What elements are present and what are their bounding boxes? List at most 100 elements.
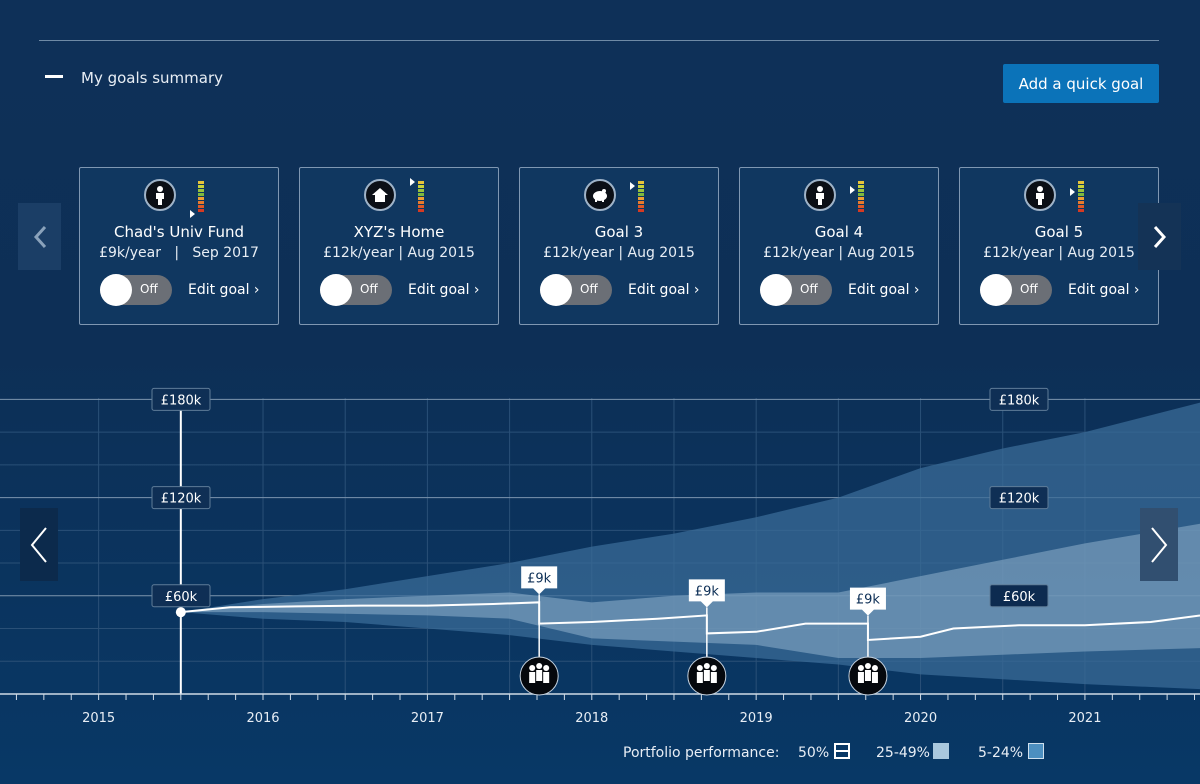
toggle-state: Off <box>140 282 158 296</box>
goal-detail: £12k/year | Aug 2015 <box>543 245 695 261</box>
family-member-head <box>871 665 878 671</box>
risk-marker-icon <box>850 186 855 194</box>
meter-segment <box>1078 205 1084 208</box>
x-tick-label: 2015 <box>82 711 115 724</box>
toggle-knob <box>540 274 572 306</box>
legend-title: Portfolio performance: <box>623 745 780 761</box>
band-25-49 <box>180 523 1200 658</box>
meter-segment <box>638 201 644 204</box>
collapse-icon[interactable] <box>45 75 63 78</box>
meter-segment <box>1078 209 1084 212</box>
family-member-body <box>696 672 703 683</box>
meter-segment <box>1078 189 1084 192</box>
family-member-body <box>536 670 543 681</box>
risk-marker-icon <box>410 178 415 186</box>
risk-meter <box>418 181 424 215</box>
legend-label-5-24: 5-24% <box>978 745 1024 761</box>
family-member-head <box>536 663 543 669</box>
goal-name: Goal 5 <box>1034 223 1084 241</box>
cards-prev-button[interactable] <box>18 203 61 270</box>
risk-meter <box>198 181 204 215</box>
x-tick-label: 2018 <box>575 711 608 724</box>
family-member-head <box>696 665 703 671</box>
meter-segment <box>418 201 424 204</box>
family-member-body <box>529 672 536 683</box>
risk-meter <box>1078 181 1084 215</box>
withdrawal-label: £9k <box>856 593 881 608</box>
meter-segment <box>858 189 864 192</box>
goal-toggle[interactable]: Off <box>760 274 832 306</box>
toggle-state: Off <box>1020 282 1038 296</box>
meter-segment <box>198 201 204 204</box>
edit-goal-link[interactable]: Edit goal › <box>188 282 260 298</box>
meter-segment <box>418 205 424 208</box>
meter-segment <box>198 185 204 188</box>
edit-goal-link[interactable]: Edit goal › <box>628 282 700 298</box>
withdrawal-callout <box>849 587 886 616</box>
meter-segment <box>858 193 864 196</box>
edit-goal-link[interactable]: Edit goal › <box>848 282 920 298</box>
meter-segment <box>1078 197 1084 200</box>
person-icon <box>144 179 176 211</box>
chevron-left-icon <box>33 225 46 248</box>
goal-toggle[interactable]: Off <box>980 274 1052 306</box>
meter-segment <box>198 209 204 212</box>
meter-segment <box>418 209 424 212</box>
meter-segment <box>858 197 864 200</box>
meter-segment <box>1078 201 1084 204</box>
goal-name: Goal 4 <box>814 223 864 241</box>
edit-goal-link[interactable]: Edit goal › <box>1068 282 1140 298</box>
meter-segment <box>638 205 644 208</box>
chevron-left-icon <box>30 526 47 563</box>
meter-segment <box>1078 181 1084 184</box>
goal-toggle[interactable]: Off <box>100 274 172 306</box>
x-tick-label: 2020 <box>904 711 937 724</box>
risk-marker-icon <box>630 182 635 190</box>
meter-segment <box>638 189 644 192</box>
toggle-state: Off <box>580 282 598 296</box>
projection-chart: 2015 2016 2017 2018 2019 2020 2021 £180k £180k £1… <box>0 387 1200 724</box>
edit-goal-link[interactable]: Edit goal › <box>408 282 480 298</box>
add-quick-goal-button[interactable]: Add a quick goal <box>1003 64 1159 103</box>
meter-segment <box>858 201 864 204</box>
meter-segment <box>638 185 644 188</box>
goal-card: Goal 3 £12k/year | Aug 2015 Off Edit goal › <box>519 167 719 325</box>
family-member-body <box>864 670 871 681</box>
goal-name: Goal 3 <box>594 223 644 241</box>
legend-label-25-49: 25-49% <box>876 745 930 761</box>
family-member-body <box>543 672 550 683</box>
chevron-right-icon <box>1151 526 1168 563</box>
chart-next-button[interactable] <box>1140 508 1178 581</box>
toggle-knob <box>980 274 1012 306</box>
risk-marker-icon <box>1070 188 1075 196</box>
goal-detail: £12k/year | Aug 2015 <box>983 245 1135 261</box>
withdrawal-callout <box>688 579 725 608</box>
meter-segment <box>1078 193 1084 196</box>
meter-segment <box>418 193 424 196</box>
meter-segment <box>418 181 424 184</box>
meter-segment <box>858 181 864 184</box>
family-member-head <box>543 665 550 671</box>
goal-detail: £9k/year | Sep 2017 <box>99 245 259 261</box>
cards-next-button[interactable] <box>1138 203 1181 270</box>
risk-marker-icon <box>190 210 195 218</box>
meter-segment <box>858 205 864 208</box>
goal-card: Goal 5 £12k/year | Aug 2015 Off Edit goal › <box>959 167 1159 325</box>
meter-segment <box>858 185 864 188</box>
family-member-head <box>710 665 717 671</box>
y-label-left-box <box>151 486 211 510</box>
current-value-dot <box>175 607 186 618</box>
meter-segment <box>638 193 644 196</box>
chart-prev-button[interactable] <box>20 508 58 581</box>
withdrawal-label: £9k <box>527 571 552 586</box>
toggle-knob <box>320 274 352 306</box>
risk-meter <box>858 181 864 215</box>
goal-toggle[interactable]: Off <box>320 274 392 306</box>
goal-card: Goal 4 £12k/year | Aug 2015 Off Edit goal › <box>739 167 939 325</box>
toggle-state: Off <box>360 282 378 296</box>
top-divider <box>39 40 1159 41</box>
family-member-head <box>864 663 871 669</box>
goal-card: Chad's Univ Fund £9k/year | Sep 2017 Off Ed… <box>79 167 279 325</box>
goal-toggle[interactable]: Off <box>540 274 612 306</box>
person-icon <box>1024 179 1056 211</box>
